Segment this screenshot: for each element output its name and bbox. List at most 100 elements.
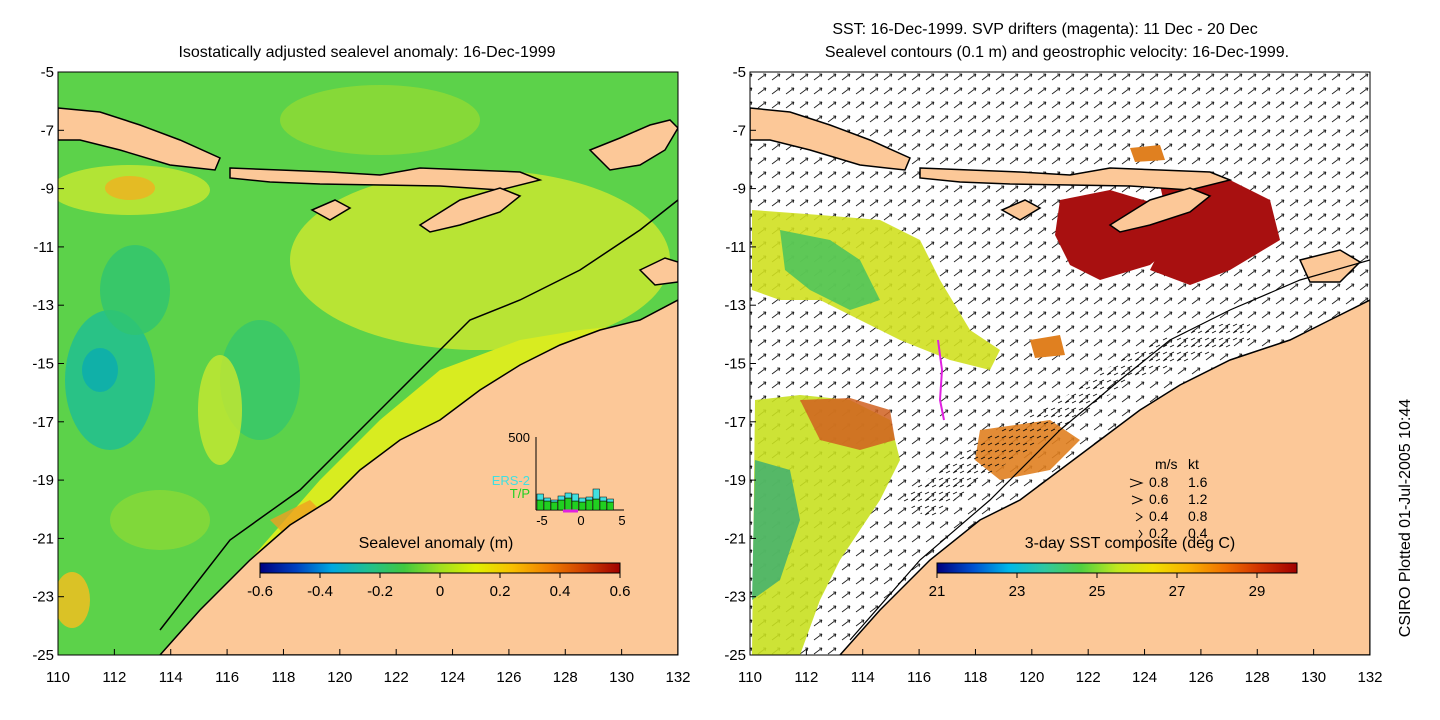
inset-bar-tp	[585, 499, 593, 511]
left-colorbar-label: Sealevel anomaly (m)	[359, 535, 514, 552]
shelf-contour	[159, 199, 678, 631]
legend-kt-value: 1.6	[1188, 474, 1208, 490]
y-tick-label: -25	[32, 647, 54, 664]
sealevel-contour	[849, 259, 1370, 641]
inset-bar-ers2	[592, 488, 600, 500]
right-panel-title-line1: SST: 16-Dec-1999. SVP drifters (magenta)…	[832, 21, 1257, 38]
inset-bar-ers2	[536, 493, 544, 501]
y-tick-label: -23	[724, 589, 746, 606]
inset-bar-tp	[571, 500, 579, 511]
inset-ymax-label: 500	[508, 430, 530, 445]
inset-bar-tp	[543, 500, 551, 511]
inset-bar-ers2	[564, 492, 572, 499]
colorbar-tick-label: -0.6	[247, 583, 273, 600]
inset-x-tick: 5	[618, 513, 625, 528]
x-tick-label: 112	[102, 669, 126, 686]
legend-ms-value: 0.4	[1149, 508, 1169, 524]
right-y-axis-ticks: -5 -7 -9 -11 -13 -15 -17 -19 -21 -23 -25	[724, 64, 756, 664]
y-tick-label: -9	[41, 181, 54, 198]
y-tick-label: -7	[41, 122, 54, 139]
anomaly-mid-region	[110, 490, 210, 550]
inset-x-tick: -5	[536, 513, 548, 528]
sumba-island	[1000, 199, 1042, 221]
anomaly-low-core	[82, 348, 118, 392]
y-tick-label: -11	[33, 239, 54, 256]
y-tick-label: -5	[733, 64, 746, 81]
y-tick-label: -13	[724, 297, 746, 314]
y-tick-label: -21	[724, 530, 746, 547]
y-tick-label: -23	[32, 589, 54, 606]
anomaly-high-core	[58, 572, 90, 628]
left-colorbar: Sealevel anomaly (m) -0.6 -0.4 -0.2 0 0.2 0.4…	[247, 535, 630, 600]
colorbar-tick-label: -0.4	[307, 583, 333, 600]
anomaly-mid-region	[280, 85, 480, 155]
inset-bar-tp	[592, 498, 600, 511]
colorbar-tick-label: 0.4	[550, 583, 571, 600]
right-colorbar-ticks: 21 23 25 27 29	[929, 573, 1266, 600]
colorbar-tick-label: 0.2	[490, 583, 511, 600]
inset-bar-tp	[557, 499, 565, 511]
legend-arrow-icon	[1138, 529, 1143, 539]
x-tick-label: 120	[1019, 669, 1044, 686]
right-colorbar: 3-day SST composite (deg C) 21 23 25 27 29	[929, 535, 1298, 600]
right-map-panel: SST: 16-Dec-1999. SVP drifters (magenta)…	[724, 21, 1382, 686]
timor-island	[1108, 187, 1212, 233]
legend-arrow-icon	[1129, 478, 1144, 488]
colorbar-tick-label: 0	[436, 583, 444, 600]
left-x-axis-ticks: 110 112 114 116 118 120 122 124 126 128 130 132	[46, 649, 691, 686]
x-tick-label: 114	[159, 669, 183, 686]
x-tick-label: 132	[1357, 669, 1382, 686]
inset-bars	[536, 488, 614, 513]
x-tick-label: 132	[665, 669, 690, 686]
x-tick-label: 112	[794, 669, 818, 686]
inset-bar-tp	[599, 500, 607, 511]
legend-kt-value: 0.4	[1188, 525, 1208, 541]
inset-x-tick: 0	[577, 513, 584, 528]
shelf-arrows	[900, 320, 1250, 520]
legend-kt-value: 1.2	[1188, 491, 1208, 507]
y-tick-label: -7	[733, 122, 746, 139]
y-tick-label: -15	[32, 356, 54, 373]
inset-bar-ers2	[606, 498, 614, 503]
sst-patch-cool	[780, 230, 880, 310]
east-islands	[588, 119, 678, 171]
left-map-panel: Isostatically adjusted sealevel anomaly:…	[32, 44, 690, 686]
x-tick-label: 124	[1132, 669, 1157, 686]
inset-bar-tp	[606, 501, 614, 511]
java-island	[58, 107, 221, 171]
java-island	[750, 107, 911, 171]
x-tick-label: 118	[963, 669, 987, 686]
x-tick-label: 126	[1188, 669, 1213, 686]
sst-small-patch	[1030, 335, 1065, 358]
colorbar-tick-label: -0.2	[367, 583, 393, 600]
y-tick-label: -17	[724, 414, 746, 431]
inset-bar-ers2	[557, 495, 565, 501]
x-tick-label: 110	[46, 669, 70, 686]
x-tick-label: 124	[440, 669, 465, 686]
legend-arrow-icon	[1131, 495, 1144, 505]
y-tick-label: -19	[32, 472, 54, 489]
left-colorbar-bar	[259, 562, 621, 574]
y-tick-label: -19	[724, 472, 746, 489]
left-panel-title: Isostatically adjusted sealevel anomaly:…	[178, 44, 555, 61]
legend-header-ms: m/s	[1155, 456, 1178, 472]
x-tick-label: 130	[609, 669, 634, 686]
y-tick-label: -9	[733, 181, 746, 198]
anomaly-high-band	[198, 355, 242, 465]
inset-bar-ers2	[571, 493, 579, 502]
x-tick-label: 128	[553, 669, 578, 686]
inset-bar-ers2	[550, 499, 558, 503]
island-patch	[638, 257, 678, 286]
x-tick-label: 114	[851, 669, 875, 686]
x-tick-label: 110	[738, 669, 762, 686]
inset-bar-tp	[536, 499, 544, 511]
inset-series-tp: T/P	[510, 486, 530, 501]
x-tick-label: 122	[1076, 669, 1101, 686]
colorbar-tick-label: 29	[1249, 583, 1266, 600]
lesser-sunda-islands	[229, 167, 543, 191]
sumba-island	[310, 199, 352, 221]
legend-arrow-icon	[1135, 512, 1143, 522]
y-tick-label: -13	[32, 297, 54, 314]
y-tick-label: -21	[32, 530, 54, 547]
